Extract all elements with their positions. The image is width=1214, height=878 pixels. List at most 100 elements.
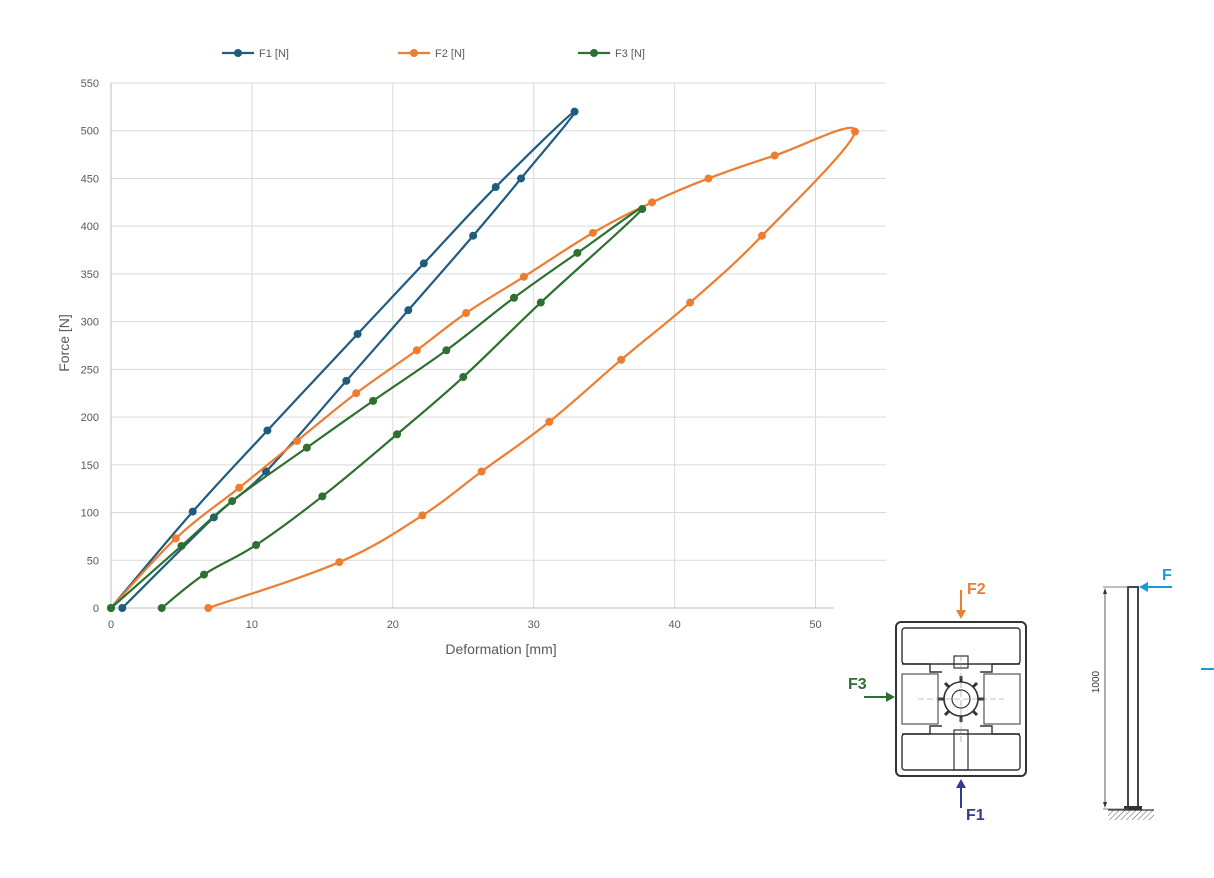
data-point (704, 174, 713, 183)
f1-arrow (956, 779, 966, 808)
profile-inner-webs (902, 663, 1020, 735)
axes: 0 50 100 150 200 250 300 350 400 450 500 550 0 10 20 30… (81, 78, 834, 631)
data-point (262, 467, 270, 476)
data-point (851, 127, 859, 136)
y-tick-label: 150 (81, 460, 99, 472)
data-series (107, 107, 859, 612)
data-point (477, 467, 486, 476)
y-tick-label: 50 (87, 555, 99, 567)
series-3 (107, 205, 647, 612)
f3-arrow (864, 692, 895, 702)
f-arrow (1139, 582, 1172, 592)
data-point (570, 107, 579, 116)
f1-label: F1 (966, 807, 985, 824)
data-point (517, 174, 526, 183)
data-point (419, 259, 428, 268)
x-tick-label: 30 (528, 619, 540, 631)
legend: F1 [N] F2 [N] F3 [N] (222, 48, 645, 60)
data-point (352, 389, 361, 398)
data-point (118, 604, 127, 612)
data-point (107, 604, 115, 612)
data-point (228, 497, 237, 506)
y-tick-label: 250 (81, 364, 99, 376)
data-point (418, 511, 427, 520)
length-dimension (1103, 586, 1128, 810)
x-tick-label: 10 (246, 619, 258, 631)
y-tick-label: 350 (81, 269, 99, 281)
x-tick-label: 50 (809, 619, 821, 631)
data-point (412, 346, 421, 355)
y-tick-label: 500 (81, 126, 99, 138)
data-point (510, 293, 518, 302)
data-point (200, 570, 208, 579)
data-point (171, 534, 180, 543)
post-body (1127, 586, 1139, 810)
data-point (536, 298, 545, 307)
data-point (318, 492, 327, 501)
data-point (758, 231, 766, 240)
data-point (770, 151, 779, 160)
data-point (369, 396, 378, 405)
legend-label: F3 [N] (615, 48, 645, 60)
data-point (648, 198, 657, 207)
data-point (335, 558, 344, 567)
legend-label: F1 [N] (259, 48, 289, 60)
legend-label: F2 [N] (435, 48, 465, 60)
grid-lines (111, 82, 886, 608)
f-label: F (1162, 567, 1172, 584)
data-point (263, 426, 272, 435)
f2-label: F2 (967, 581, 986, 598)
data-point (177, 541, 186, 550)
f3-label: F3 (848, 676, 867, 693)
data-point (638, 205, 647, 213)
data-point (188, 507, 197, 516)
length-label: 1000 (1091, 670, 1102, 693)
data-point (157, 604, 166, 612)
data-point (588, 228, 597, 237)
data-point (404, 306, 413, 315)
ground-hatching (1108, 810, 1154, 820)
y-tick-label: 400 (81, 221, 99, 233)
data-point (573, 248, 582, 257)
x-axis-title: Deformation [mm] (445, 641, 556, 657)
f2-arrow (956, 590, 966, 619)
data-point (491, 183, 500, 192)
data-point (459, 373, 468, 381)
post-base-plate (1124, 806, 1142, 810)
y-tick-label: 300 (81, 317, 99, 329)
legend-marker (590, 49, 598, 57)
y-tick-label: 0 (93, 603, 99, 615)
legend-entry: F3 [N] (578, 48, 645, 60)
data-point (235, 483, 244, 492)
data-point (293, 436, 301, 445)
data-point (545, 417, 554, 426)
legend-marker (234, 49, 242, 57)
data-point (353, 330, 362, 339)
data-point (393, 430, 402, 439)
series-2 (107, 126, 859, 612)
profile-core-inner (951, 689, 971, 709)
data-point (302, 443, 311, 452)
y-tick-label: 550 (81, 78, 99, 90)
cantilever-post (1108, 586, 1154, 820)
y-tick-label: 450 (81, 173, 99, 185)
data-point (462, 309, 471, 318)
series-line (110, 126, 857, 610)
y-tick-label: 200 (81, 412, 99, 424)
x-tick-label: 20 (387, 619, 399, 631)
data-point (617, 355, 626, 364)
profile-outer-outline (895, 621, 1027, 777)
data-point (252, 541, 261, 549)
legend-marker (410, 49, 418, 57)
legend-entry: F1 [N] (222, 48, 289, 60)
y-tick-label: 100 (81, 508, 99, 520)
y-axis-title: Force [N] (56, 314, 72, 372)
data-point (686, 298, 695, 307)
profile-cross-section (895, 621, 1027, 777)
x-tick-label: 40 (669, 619, 681, 631)
data-point (342, 376, 351, 385)
x-tick-label: 0 (108, 619, 114, 631)
data-point (519, 272, 528, 281)
